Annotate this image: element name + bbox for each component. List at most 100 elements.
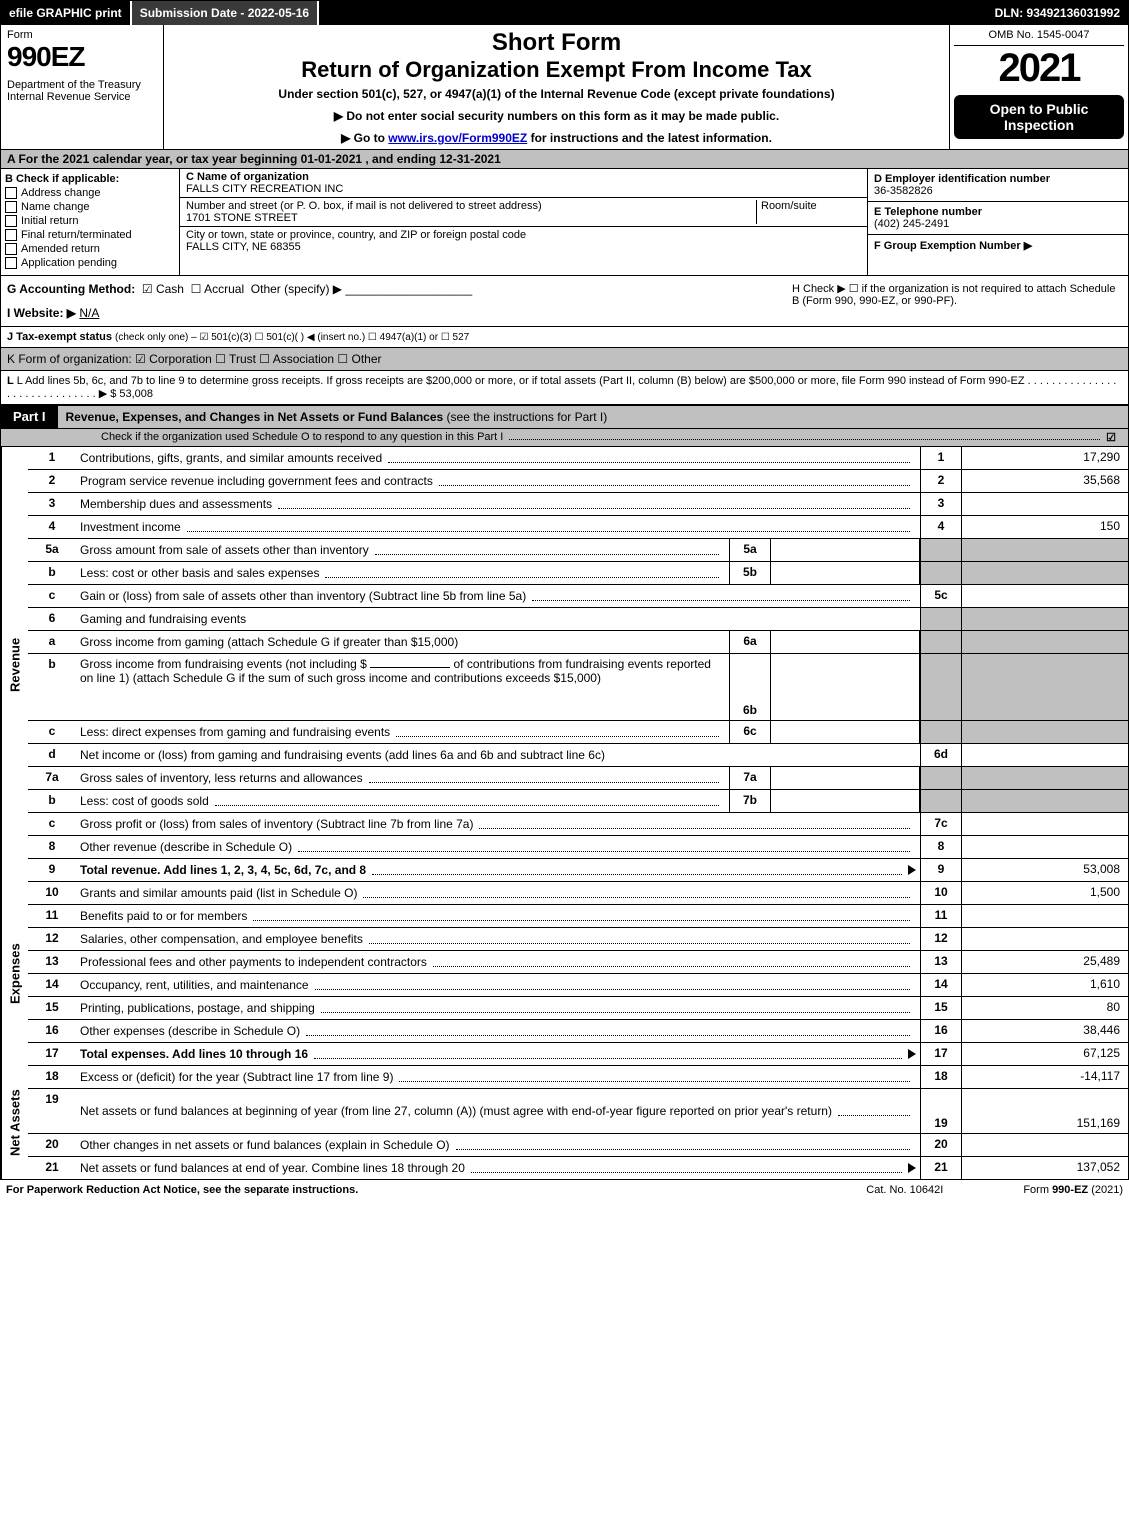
part-1-title: Revenue, Expenses, and Changes in Net As… [58, 406, 1128, 428]
line-2-num: 2 [28, 470, 76, 492]
line-7a-sub: 7a [729, 767, 771, 789]
section-b: B Check if applicable: Address change Na… [1, 169, 180, 275]
line-12-desc: Salaries, other compensation, and employ… [80, 932, 363, 946]
check-initial-return[interactable]: Initial return [5, 215, 175, 227]
line-6b-sub: 6b [729, 654, 771, 720]
line-18-desc: Excess or (deficit) for the year (Subtra… [80, 1070, 393, 1084]
line-12-rnum: 12 [920, 928, 961, 950]
net-assets-section: Net Assets 18 Excess or (deficit) for the… [1, 1066, 1128, 1179]
line-5c-val [961, 585, 1128, 607]
line-5b-desc: Less: cost or other basis and sales expe… [80, 566, 319, 580]
irs-link[interactable]: www.irs.gov/Form990EZ [388, 131, 527, 145]
line-8-val [961, 836, 1128, 858]
line-5b-num: b [28, 562, 76, 584]
line-5a-rnum [920, 539, 961, 561]
line-6c-desc: Less: direct expenses from gaming and fu… [80, 725, 390, 739]
line-6d-rnum: 6d [920, 744, 961, 766]
line-21-desc: Net assets or fund balances at end of ye… [80, 1161, 465, 1175]
check-final-return[interactable]: Final return/terminated [5, 229, 175, 241]
line-14-num: 14 [28, 974, 76, 996]
line-5a-num: 5a [28, 539, 76, 561]
line-11-desc: Benefits paid to or for members [80, 909, 247, 923]
open-public: Open to Public Inspection [954, 95, 1124, 139]
short-form-title: Short Form [168, 29, 945, 57]
goto-prefix: ▶ Go to [341, 131, 388, 145]
line-17-desc: Total expenses. Add lines 10 through 16 [80, 1047, 308, 1061]
line-15-desc: Printing, publications, postage, and shi… [80, 1001, 315, 1015]
line-19-desc: Net assets or fund balances at beginning… [80, 1104, 832, 1118]
efile-print: efile GRAPHIC print [1, 1, 132, 25]
net-assets-side-label: Net Assets [1, 1066, 28, 1179]
line-12-val [961, 928, 1128, 950]
line-6c-num: c [28, 721, 76, 743]
line-5b-sub: 5b [729, 562, 771, 584]
line-6a-rnum [920, 631, 961, 653]
line-12-num: 12 [28, 928, 76, 950]
line-7c-rnum: 7c [920, 813, 961, 835]
line-13-rnum: 13 [920, 951, 961, 973]
line-5c-rnum: 5c [920, 585, 961, 607]
line-21-val: 137,052 [961, 1157, 1128, 1179]
line-5b-val [961, 562, 1128, 584]
check-name-change[interactable]: Name change [5, 201, 175, 213]
line-9-num: 9 [28, 859, 76, 881]
check-address-change-label: Address change [21, 187, 101, 199]
under-section: Under section 501(c), 527, or 4947(a)(1)… [168, 87, 945, 101]
line-17-rnum: 17 [920, 1043, 961, 1065]
line-6d-num: d [28, 744, 76, 766]
line-5a-desc: Gross amount from sale of assets other t… [80, 543, 369, 557]
line-10-val: 1,500 [961, 882, 1128, 904]
line-6b-desc1: Gross income from fundraising events (no… [80, 657, 367, 671]
section-def: D Employer identification number 36-3582… [868, 169, 1128, 275]
b-label: B Check if applicable: [5, 173, 175, 185]
top-bar: efile GRAPHIC print Submission Date - 20… [1, 1, 1128, 25]
check-address-change[interactable]: Address change [5, 187, 175, 199]
line-6a-val [961, 631, 1128, 653]
section-g-h: G Accounting Method: ☑ Cash ☐ Accrual Ot… [1, 276, 1128, 327]
triangle-icon [908, 1049, 916, 1059]
line-21-rnum: 21 [920, 1157, 961, 1179]
triangle-icon [908, 865, 916, 875]
header-right: OMB No. 1545-0047 2021 Open to Public In… [950, 25, 1128, 149]
line-3-desc: Membership dues and assessments [80, 497, 272, 511]
h-section: H Check ▶ ☐ if the organization is not r… [792, 282, 1122, 320]
expenses-side-label: Expenses [1, 882, 28, 1066]
line-3-rnum: 3 [920, 493, 961, 515]
line-7a-desc: Gross sales of inventory, less returns a… [80, 771, 363, 785]
info-section: B Check if applicable: Address change Na… [1, 169, 1128, 276]
line-7c-val [961, 813, 1128, 835]
ein: 36-3582826 [874, 185, 933, 197]
line-20-val [961, 1134, 1128, 1156]
line-6c-val [961, 721, 1128, 743]
line-6d-desc: Net income or (loss) from gaming and fun… [80, 748, 605, 762]
line-13-num: 13 [28, 951, 76, 973]
check-amended[interactable]: Amended return [5, 243, 175, 255]
section-j: J Tax-exempt status (check only one) – ☑… [1, 327, 1128, 348]
paperwork-notice: For Paperwork Reduction Act Notice, see … [6, 1184, 358, 1196]
line-8-rnum: 8 [920, 836, 961, 858]
line-7c-num: c [28, 813, 76, 835]
c-addr-label: Number and street (or P. O. box, if mail… [186, 200, 542, 212]
line-15-rnum: 15 [920, 997, 961, 1019]
line-4-rnum: 4 [920, 516, 961, 538]
line-4-val: 150 [961, 516, 1128, 538]
line-7b-sub: 7b [729, 790, 771, 812]
line-18-rnum: 18 [920, 1066, 961, 1088]
g-cash: Cash [156, 282, 184, 296]
department: Department of the Treasury Internal Reve… [7, 79, 157, 103]
c-name-label: C Name of organization [186, 171, 309, 183]
line-10-desc: Grants and similar amounts paid (list in… [80, 886, 357, 900]
line-1-desc: Contributions, gifts, grants, and simila… [80, 451, 382, 465]
line-6d-val [961, 744, 1128, 766]
line-2-desc: Program service revenue including govern… [80, 474, 433, 488]
line-20-desc: Other changes in net assets or fund bala… [80, 1138, 450, 1152]
line-7b-subval [771, 790, 920, 812]
check-pending[interactable]: Application pending [5, 257, 175, 269]
check-initial-return-label: Initial return [21, 215, 78, 227]
line-5c-num: c [28, 585, 76, 607]
submission-date: Submission Date - 2022-05-16 [132, 1, 319, 25]
header-center: Short Form Return of Organization Exempt… [164, 25, 950, 149]
header-left: Form 990EZ Department of the Treasury In… [1, 25, 164, 149]
footer: For Paperwork Reduction Act Notice, see … [0, 1180, 1129, 1200]
line-7b-rnum [920, 790, 961, 812]
